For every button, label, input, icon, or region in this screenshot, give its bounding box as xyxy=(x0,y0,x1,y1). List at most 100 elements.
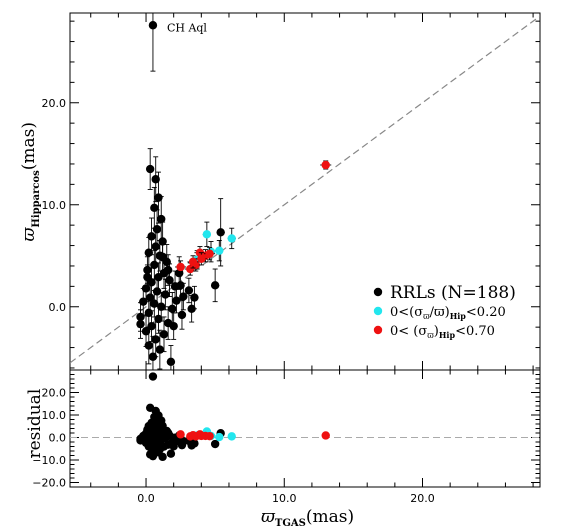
reference-line-group xyxy=(70,15,540,364)
legend-label-red: 0< (σϖ)Hip<0.70 xyxy=(390,324,495,340)
residual-point xyxy=(158,452,167,462)
main-data xyxy=(136,13,332,370)
legend-label-rrls: RRLs (N=188) xyxy=(390,283,516,303)
data-point xyxy=(145,164,155,174)
main-y-tick-label: 20.0 xyxy=(42,97,67,110)
legend-marker-red xyxy=(373,325,383,335)
legend: RRLs (N=188)0<(σϖ/ϖ)Hip<0.200< (σϖ)Hip<0… xyxy=(373,283,516,340)
data-point xyxy=(197,254,206,264)
data-point xyxy=(148,21,158,30)
data-point xyxy=(169,321,178,331)
data-point xyxy=(172,296,181,305)
reference-line-one-to-one xyxy=(70,15,540,364)
data-point xyxy=(143,272,152,282)
residual-point xyxy=(176,430,185,439)
data-point xyxy=(136,319,145,329)
residual-y-tick-label: 0.0 xyxy=(49,432,67,445)
data-point xyxy=(205,249,214,258)
main-y-tick-label: 10.0 xyxy=(42,199,67,212)
data-point xyxy=(150,299,159,308)
residual-plot-frame xyxy=(69,369,541,488)
main-y-axis-title-unit: (mas) xyxy=(19,122,39,170)
data-point xyxy=(141,327,151,336)
data-point xyxy=(168,304,177,313)
x-axis-title-sub: TGAS xyxy=(275,518,306,528)
residual-point xyxy=(215,432,224,442)
residual-point xyxy=(210,439,220,449)
residual-point xyxy=(166,449,176,458)
x-axis-title-unit: (mas) xyxy=(306,507,354,527)
data-point xyxy=(144,341,153,350)
legend-label-cyan-part: /ϖ) xyxy=(430,305,450,320)
data-point xyxy=(148,352,158,361)
data-point xyxy=(176,262,185,272)
main-y-tick-label: 0.0 xyxy=(49,301,67,314)
series-2 xyxy=(175,160,332,276)
data-point xyxy=(155,345,165,354)
residual-y-ticks: 20.0 10.0 0.0 −10.0 −20.0 xyxy=(32,369,540,490)
x-axis-title-symbol: ϖ xyxy=(261,507,276,527)
data-point xyxy=(179,292,188,301)
residual-point xyxy=(205,431,214,441)
legend-marker-cyan xyxy=(373,306,383,316)
residual-point xyxy=(177,440,187,450)
residual-series-2 xyxy=(176,430,330,441)
legend-marker-rrls xyxy=(373,287,383,297)
data-point xyxy=(215,246,224,255)
data-point xyxy=(147,321,156,331)
data-point xyxy=(321,160,330,170)
data-point xyxy=(161,290,170,299)
residual-point xyxy=(187,441,196,450)
residual-point xyxy=(148,372,158,381)
data-point xyxy=(139,297,148,306)
residual-point xyxy=(197,431,206,441)
residual-point xyxy=(188,431,198,440)
data-point xyxy=(144,248,153,257)
residual-point xyxy=(321,431,330,440)
legend-label-red-sub: Hip xyxy=(439,330,456,340)
x-ticks xyxy=(90,370,534,487)
legend-label-red-part: ) xyxy=(434,324,439,339)
data-point xyxy=(152,225,162,234)
main-y-ticks: 0.0 10.0 20.0 xyxy=(42,20,540,369)
main-y-axis-title: ϖHipparcos(mas) xyxy=(19,122,42,242)
data-point xyxy=(166,357,176,367)
data-point xyxy=(152,287,162,296)
residual-point xyxy=(136,436,145,445)
legend-label-cyan-sub: ϖ xyxy=(423,312,430,321)
data-point xyxy=(147,232,156,241)
x-axis-title: ϖTGAS(mas) xyxy=(261,507,354,528)
residual-point xyxy=(227,432,236,441)
data-point xyxy=(184,286,194,295)
data-point xyxy=(151,335,160,344)
data-point xyxy=(227,234,236,243)
x-tick-label: 20.0 xyxy=(410,492,435,505)
residual-y-tick-label: −10.0 xyxy=(32,454,66,467)
data-point xyxy=(154,314,163,324)
residual-series-0 xyxy=(136,372,225,462)
data-point xyxy=(154,272,163,282)
data-point xyxy=(165,276,174,285)
x-tick-label: 0.0 xyxy=(137,492,155,505)
residual-y-tick-label: 20.0 xyxy=(42,387,67,400)
data-point xyxy=(158,252,167,261)
legend-label-red-part: 0< (σ xyxy=(390,324,427,339)
legend-label-red-sub: ϖ xyxy=(427,331,434,340)
data-point xyxy=(188,257,198,267)
x-ticks xyxy=(90,13,534,370)
residual-point xyxy=(163,428,173,438)
residual-data xyxy=(136,372,330,462)
legend-label-red-part: <0.70 xyxy=(455,324,495,339)
x-tick-labels: 0.0 10.0 20.0 xyxy=(137,492,434,505)
data-point xyxy=(159,330,169,339)
residual-y-tick-label: −20.0 xyxy=(32,477,66,490)
residual-point xyxy=(150,448,159,458)
data-point xyxy=(151,175,160,184)
main-y-axis-title-symbol: ϖ xyxy=(19,227,39,242)
data-point xyxy=(145,293,155,302)
data-point xyxy=(163,265,173,275)
legend-label-cyan: 0<(σϖ/ϖ)Hip<0.20 xyxy=(390,305,506,321)
main-y-axis-title-sub: Hipparcos xyxy=(31,170,42,228)
residual-y-tick-label: 10.0 xyxy=(42,409,67,422)
